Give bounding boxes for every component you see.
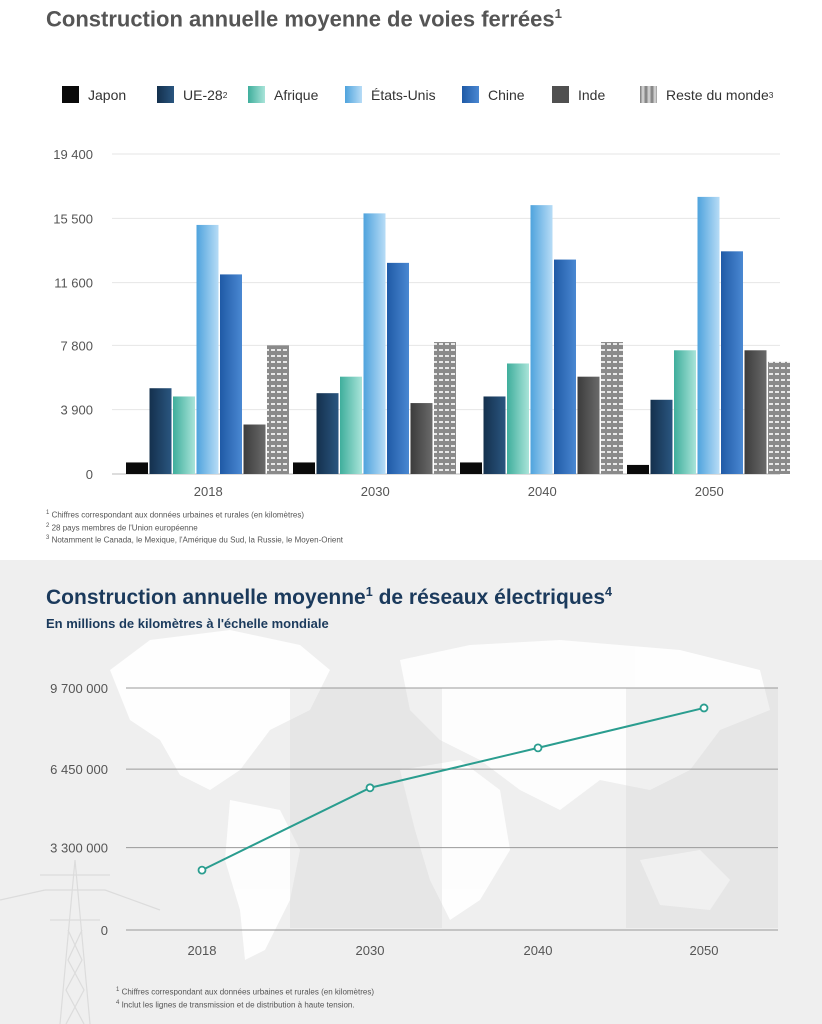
grid-title: Construction annuelle moyenne1 de réseau… xyxy=(46,585,613,609)
rail-title: Construction annuelle moyenne de voies f… xyxy=(46,6,562,32)
bar-afrique-2030 xyxy=(340,376,362,474)
legend-item-chine: Chine xyxy=(462,86,525,103)
legend-item-reste: Reste du monde 3 xyxy=(640,86,773,103)
rail-ytick-label: 15 500 xyxy=(53,211,93,226)
bar-etats-unis-2030 xyxy=(363,213,386,474)
grid-point-2040 xyxy=(533,743,543,753)
bar-etats-unis-2050 xyxy=(697,196,720,474)
grid-ytick-label: 0 xyxy=(101,923,108,938)
rail-footnote: 2 28 pays membres de l'Union européenne xyxy=(46,522,198,533)
bar-japon-2018 xyxy=(126,462,148,474)
legend-swatch xyxy=(640,86,657,103)
rail-xtick-label: 2030 xyxy=(361,484,390,499)
grid-subtitle: En millions de kilomètres à l'échelle mo… xyxy=(46,616,329,631)
legend-swatch xyxy=(552,86,569,103)
rail-ytick-label: 0 xyxy=(86,467,93,482)
bar-inde-2018 xyxy=(243,424,266,474)
bar-etats-unis-2018 xyxy=(196,224,219,474)
bar-chine-2040 xyxy=(554,259,576,474)
bar-ue28-2030 xyxy=(316,393,339,474)
legend-swatch xyxy=(248,86,265,103)
bar-reste-2040 xyxy=(601,342,623,474)
bar-inde-2050 xyxy=(744,350,767,474)
grid-point-2030 xyxy=(365,783,375,793)
bar-etats-unis-2040 xyxy=(530,205,553,474)
grid-footnotes: 1 Chiffres correspondant aux données urb… xyxy=(116,985,374,1010)
bar-reste-2050 xyxy=(768,361,790,474)
grid-series-line xyxy=(201,706,705,872)
grid-xtick-label: 2050 xyxy=(690,943,719,958)
bar-japon-2050 xyxy=(627,464,649,474)
rail-xtick-label: 2050 xyxy=(695,484,724,499)
bar-afrique-2050 xyxy=(674,350,696,474)
legend-label: États-Unis xyxy=(371,86,436,103)
bar-japon-2040 xyxy=(460,462,482,474)
rail-ytick-label: 11 600 xyxy=(54,276,93,291)
rail-ytick-label: 3 900 xyxy=(60,403,93,418)
legend-item-afrique: Afrique xyxy=(248,86,318,103)
bar-ue28-2018 xyxy=(149,388,172,474)
rail-footnote: 1 Chiffres correspondant aux données urb… xyxy=(46,510,305,520)
grid-footnote: 1 Chiffres correspondant aux données urb… xyxy=(116,987,375,997)
grid-ytick-label: 3 300 000 xyxy=(50,841,108,856)
grid-ytick-label: 6 450 000 xyxy=(50,762,108,777)
bar-chine-2030 xyxy=(387,262,409,474)
legend-label: Afrique xyxy=(274,86,319,103)
grid-xtick-label: 2018 xyxy=(188,943,217,958)
grid-point-2018 xyxy=(197,865,207,875)
bar-japon-2030 xyxy=(293,462,315,474)
rail-xtick-label: 2040 xyxy=(528,484,557,499)
legend-swatch xyxy=(62,86,79,103)
bar-ue28-2050 xyxy=(650,399,673,474)
legend-sup: 3 xyxy=(768,89,774,100)
legend-item-japon: Japon xyxy=(62,86,126,103)
legend-swatch xyxy=(157,86,174,103)
legend-swatch xyxy=(462,86,479,103)
rail-footnote: 3 Notamment le Canada, le Mexique, l'Amé… xyxy=(46,535,344,545)
bar-afrique-2040 xyxy=(507,363,529,474)
rail-ytick-label: 7 800 xyxy=(60,338,93,353)
world-map-background xyxy=(0,630,778,1024)
legend-label: Chine xyxy=(488,86,525,103)
rail-xtick-label: 2018 xyxy=(194,484,223,499)
bar-reste-2030 xyxy=(434,342,456,474)
legend-label: Inde xyxy=(578,86,606,103)
rail-legend: Japon UE-28 2 Afrique États-Unis Chine In… xyxy=(62,86,802,112)
rail-bar-chart: 0 3 900 7 800 11 600 15 500 19 400 2018 2030 204… xyxy=(53,147,790,499)
legend-sup: 2 xyxy=(222,89,228,100)
legend-item-ue28: UE-28 2 xyxy=(157,86,227,103)
bar-inde-2040 xyxy=(577,376,600,474)
legend-label: UE-28 xyxy=(183,86,223,103)
bar-ue28-2040 xyxy=(483,396,506,474)
pylon-icon xyxy=(0,859,161,1024)
rail-ytick-label: 19 400 xyxy=(53,147,93,162)
grid-ytick-label: 9 700 000 xyxy=(50,681,108,696)
legend-label: Reste du monde xyxy=(666,86,769,103)
bar-chine-2018 xyxy=(220,274,242,474)
bar-chine-2050 xyxy=(721,251,743,474)
bar-afrique-2018 xyxy=(173,396,195,474)
bar-reste-2018 xyxy=(267,345,289,474)
rail-footnotes: 1 Chiffres correspondant aux données urb… xyxy=(46,508,343,546)
grid-xtick-label: 2040 xyxy=(524,943,553,958)
legend-label: Japon xyxy=(88,86,127,103)
grid-xtick-label: 2030 xyxy=(356,943,385,958)
legend-item-etats-unis: États-Unis xyxy=(345,86,436,103)
grid-point-2050 xyxy=(699,703,709,713)
legend-swatch xyxy=(345,86,362,103)
legend-item-inde: Inde xyxy=(552,86,605,103)
bar-inde-2030 xyxy=(410,403,433,474)
grid-section xyxy=(0,560,822,1024)
grid-footnote: 4 Inclut les lignes de transmission et d… xyxy=(116,999,355,1010)
